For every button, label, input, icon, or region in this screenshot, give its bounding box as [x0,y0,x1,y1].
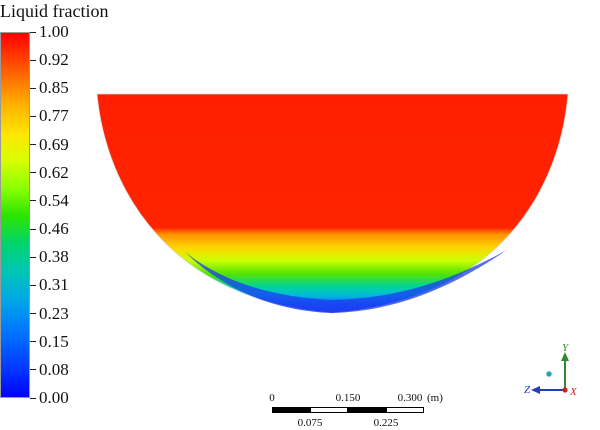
colorbar-tick: 0.46 [30,219,69,239]
colorbar-tick-label: 0.54 [39,190,69,210]
colorbar-tick-label: 0.00 [39,388,69,407]
colorbar-tick: 0.31 [30,275,69,295]
liquid-domain [96,93,569,314]
scale-tick-0-300: 0.300 [397,392,423,404]
colorbar-tick-label: 0.15 [39,331,69,351]
colorbar-tick: 0.69 [30,135,69,155]
colorbar-tick-mark [30,31,36,33]
colorbar-tick-label: 0.92 [39,50,69,70]
scale-bar: 0 0.150 0.300 (m) 0.075 0.225 [256,389,456,429]
colorbar-tick-mark [30,59,36,61]
colorbar-tick: 0.54 [30,191,69,211]
colorbar-tick-label: 1.00 [39,22,69,41]
colorbar-tick: 0.38 [30,247,69,267]
colorbar-tick-mark [30,87,36,89]
colorbar-tick-label: 0.38 [39,247,69,267]
axis-z-label: Z [524,384,531,396]
colorbar-tick-mark [30,256,36,258]
scale-tick-0-150: 0.150 [335,392,361,404]
axis-triad: Y Z X [520,340,590,400]
colorbar-tick-label: 0.69 [39,134,69,154]
colorbar-tick-label: 0.23 [39,303,69,323]
axis-x-label: X [570,386,577,398]
colorbar-tick-mark [30,397,36,399]
colorbar-tick-mark [30,341,36,343]
colorbar-tick-mark [30,144,36,146]
colorbar-tick-mark [30,228,36,230]
colorbar-tick-mark [30,115,36,117]
colorbar-tick-label: 0.62 [39,162,69,182]
colorbar-tick-label: 0.77 [39,106,69,126]
liquid-bottom-edge [185,250,507,313]
colorbar-tick-label: 0.08 [39,359,69,379]
colorbar-tick-label: 0.31 [39,275,69,295]
scale-segment-2 [310,407,348,413]
colorbar-tick: 1.00 [30,22,69,42]
colorbar-ticks: 1.00 0.92 0.85 0.77 0.69 0.62 0.54 0.46 0.38 0.31… [30,22,100,407]
axis-y-label: Y [562,342,569,354]
colorbar-tick: 0.23 [30,304,69,324]
colorbar-tick-mark [30,369,36,371]
scale-segment-4 [386,407,424,413]
colorbar-tick: 0.77 [30,106,69,126]
colorbar-tick-mark [30,200,36,202]
colorbar-tick: 0.62 [30,163,69,183]
colorbar-tick: 0.92 [30,50,69,70]
colorbar-tick-mark [30,313,36,315]
scale-units: (m) [427,392,443,404]
colorbar-tick-mark [30,284,36,286]
colorbar [0,32,30,398]
colorbar-tick-mark [30,172,36,174]
colorbar-tick-label: 0.46 [39,219,69,239]
colorbar-tick: 0.08 [30,360,69,380]
colorbar-tick: 0.15 [30,332,69,352]
colorbar-tick: 0.00 [30,388,69,408]
scale-tick-0-075: 0.075 [297,417,323,429]
scale-tick-0-225: 0.225 [373,417,399,429]
colorbar-tick: 0.85 [30,78,69,98]
colorbar-tick-label: 0.85 [39,78,69,98]
legend-title: Liquid fraction [0,1,109,21]
scale-tick-0: 0 [269,392,275,404]
scale-segment-3 [348,407,386,413]
scale-segment-1 [272,407,310,413]
